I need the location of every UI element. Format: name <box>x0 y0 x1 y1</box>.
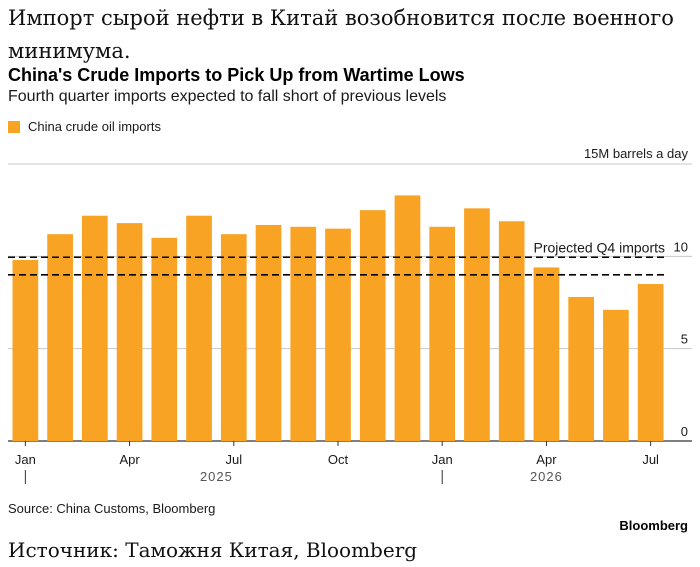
legend-swatch <box>8 120 20 133</box>
bar <box>464 208 490 441</box>
bar <box>603 309 629 441</box>
source-note: Source: China Customs, Bloomberg <box>8 501 216 516</box>
bar-chart: Projected Q4 imports 0 5 10 Jan Apr Jul Oct Jan A… <box>8 163 692 484</box>
bar <box>359 210 386 441</box>
bar <box>637 284 664 441</box>
bar <box>186 215 212 441</box>
bar <box>394 195 421 441</box>
x-tick-label: Jan <box>15 452 36 467</box>
bar <box>498 221 525 441</box>
bar <box>220 234 247 441</box>
bar <box>568 296 595 441</box>
bar <box>116 223 143 441</box>
x-tick-label: Jan <box>432 452 453 467</box>
bar <box>325 228 351 441</box>
bloomberg-logo: Bloomberg <box>619 518 688 533</box>
y-tick-label: 10 <box>674 239 688 254</box>
bar <box>255 224 282 441</box>
x-tick-label: Jul <box>642 452 659 467</box>
bar <box>151 237 178 441</box>
bar <box>81 215 108 441</box>
x-tick-label: Apr <box>536 452 557 467</box>
projected-q4-label: Projected Q4 imports <box>534 239 666 255</box>
x-tick-label: Oct <box>328 452 349 467</box>
x-tick-label: Apr <box>119 452 140 467</box>
year-label: 2026 <box>530 469 563 484</box>
year-label: 2025 <box>200 469 233 484</box>
russian-source: Источник: Таможня Китая, Bloomberg <box>8 538 418 562</box>
x-tick-label: Jul <box>225 452 242 467</box>
bar <box>47 234 73 441</box>
bar <box>290 226 317 441</box>
bar <box>429 226 456 441</box>
bar <box>533 267 560 441</box>
chart-subtitle: Fourth quarter imports expected to fall … <box>8 88 447 105</box>
chart-title: China's Crude Imports to Pick Up from Wa… <box>8 65 465 85</box>
y-tick-label: 0 <box>681 424 688 439</box>
bar <box>12 260 39 441</box>
y-axis-unit-label: 15M barrels a day <box>583 146 688 161</box>
legend: China crude oil imports <box>8 119 161 134</box>
legend-label: China crude oil imports <box>28 119 161 134</box>
russian-headline: Импорт сырой нефти в Китай возобновится … <box>8 6 674 63</box>
y-tick-label: 5 <box>681 332 688 347</box>
